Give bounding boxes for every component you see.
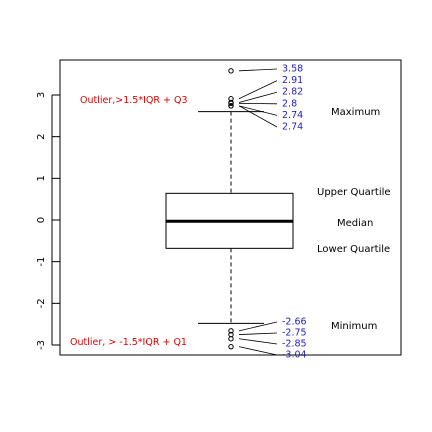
lower-outlier-value: -3.04 (282, 350, 307, 361)
upper-outlier-leader (238, 80, 278, 100)
y-tick-label: 0 (36, 217, 47, 223)
upper-outlier-value: 3.58 (282, 64, 303, 75)
upper-outlier-leader (238, 105, 278, 116)
y-tick-label: 2 (36, 133, 47, 139)
lower-quartile-label: Lower Quartile (317, 244, 390, 255)
upper-outlier-leader (238, 91, 278, 103)
lower-outlier-leader (238, 338, 278, 345)
lower-outlier-point (228, 343, 234, 350)
y-tick-label: 3 (36, 92, 47, 98)
y-tick-label: 1 (36, 175, 47, 181)
upper-outlier-value: 2.82 (282, 87, 303, 98)
lower-outlier-value: -2.85 (282, 339, 307, 350)
y-tick-label: -1 (36, 257, 47, 267)
upper-outlier-point (228, 100, 234, 107)
upper-quartile-label: Upper Quartile (317, 187, 391, 198)
lower-outlier-leader (238, 346, 278, 356)
outliers-group (228, 68, 278, 356)
plot-frame (59, 59, 402, 356)
upper-outlier-point (228, 68, 234, 74)
upper-outlier-leader (238, 68, 278, 72)
y-axis: -3 -2 -1 0 1 2 3 (36, 92, 60, 350)
lower-outlier-leader (238, 321, 278, 332)
upper-outlier-value: 2.8 (282, 98, 297, 109)
upper-outlier-value: 2.74 (282, 110, 303, 121)
upper-outlier-value: 2.74 (282, 122, 303, 133)
median-label: Median (337, 218, 373, 229)
lower-outlier-value: -2.66 (282, 317, 307, 328)
upper-outlier-note: Outlier,>1.5*IQR + Q3 (80, 95, 188, 106)
lower-outlier-value: -2.75 (282, 328, 307, 339)
minimum-label: Minimum (331, 321, 377, 332)
lower-outlier-point (228, 328, 234, 334)
maximum-label: Maximum (331, 107, 380, 118)
lower-outlier-leader (238, 332, 278, 335)
lower-outlier-note: Outlier, > -1.5*IQR + Q1 (70, 337, 187, 348)
box-group (165, 111, 294, 324)
value-labels-group: 3.582.912.822.82.742.74-2.66-2.75-2.85-3… (282, 64, 307, 361)
upper-outlier-point (228, 103, 234, 109)
upper-outlier-value: 2.91 (282, 75, 303, 86)
upper-outlier-leader (238, 105, 278, 128)
y-tick-label: -2 (36, 298, 47, 308)
lower-outlier-point (228, 336, 234, 342)
y-tick-label: -3 (36, 340, 47, 350)
